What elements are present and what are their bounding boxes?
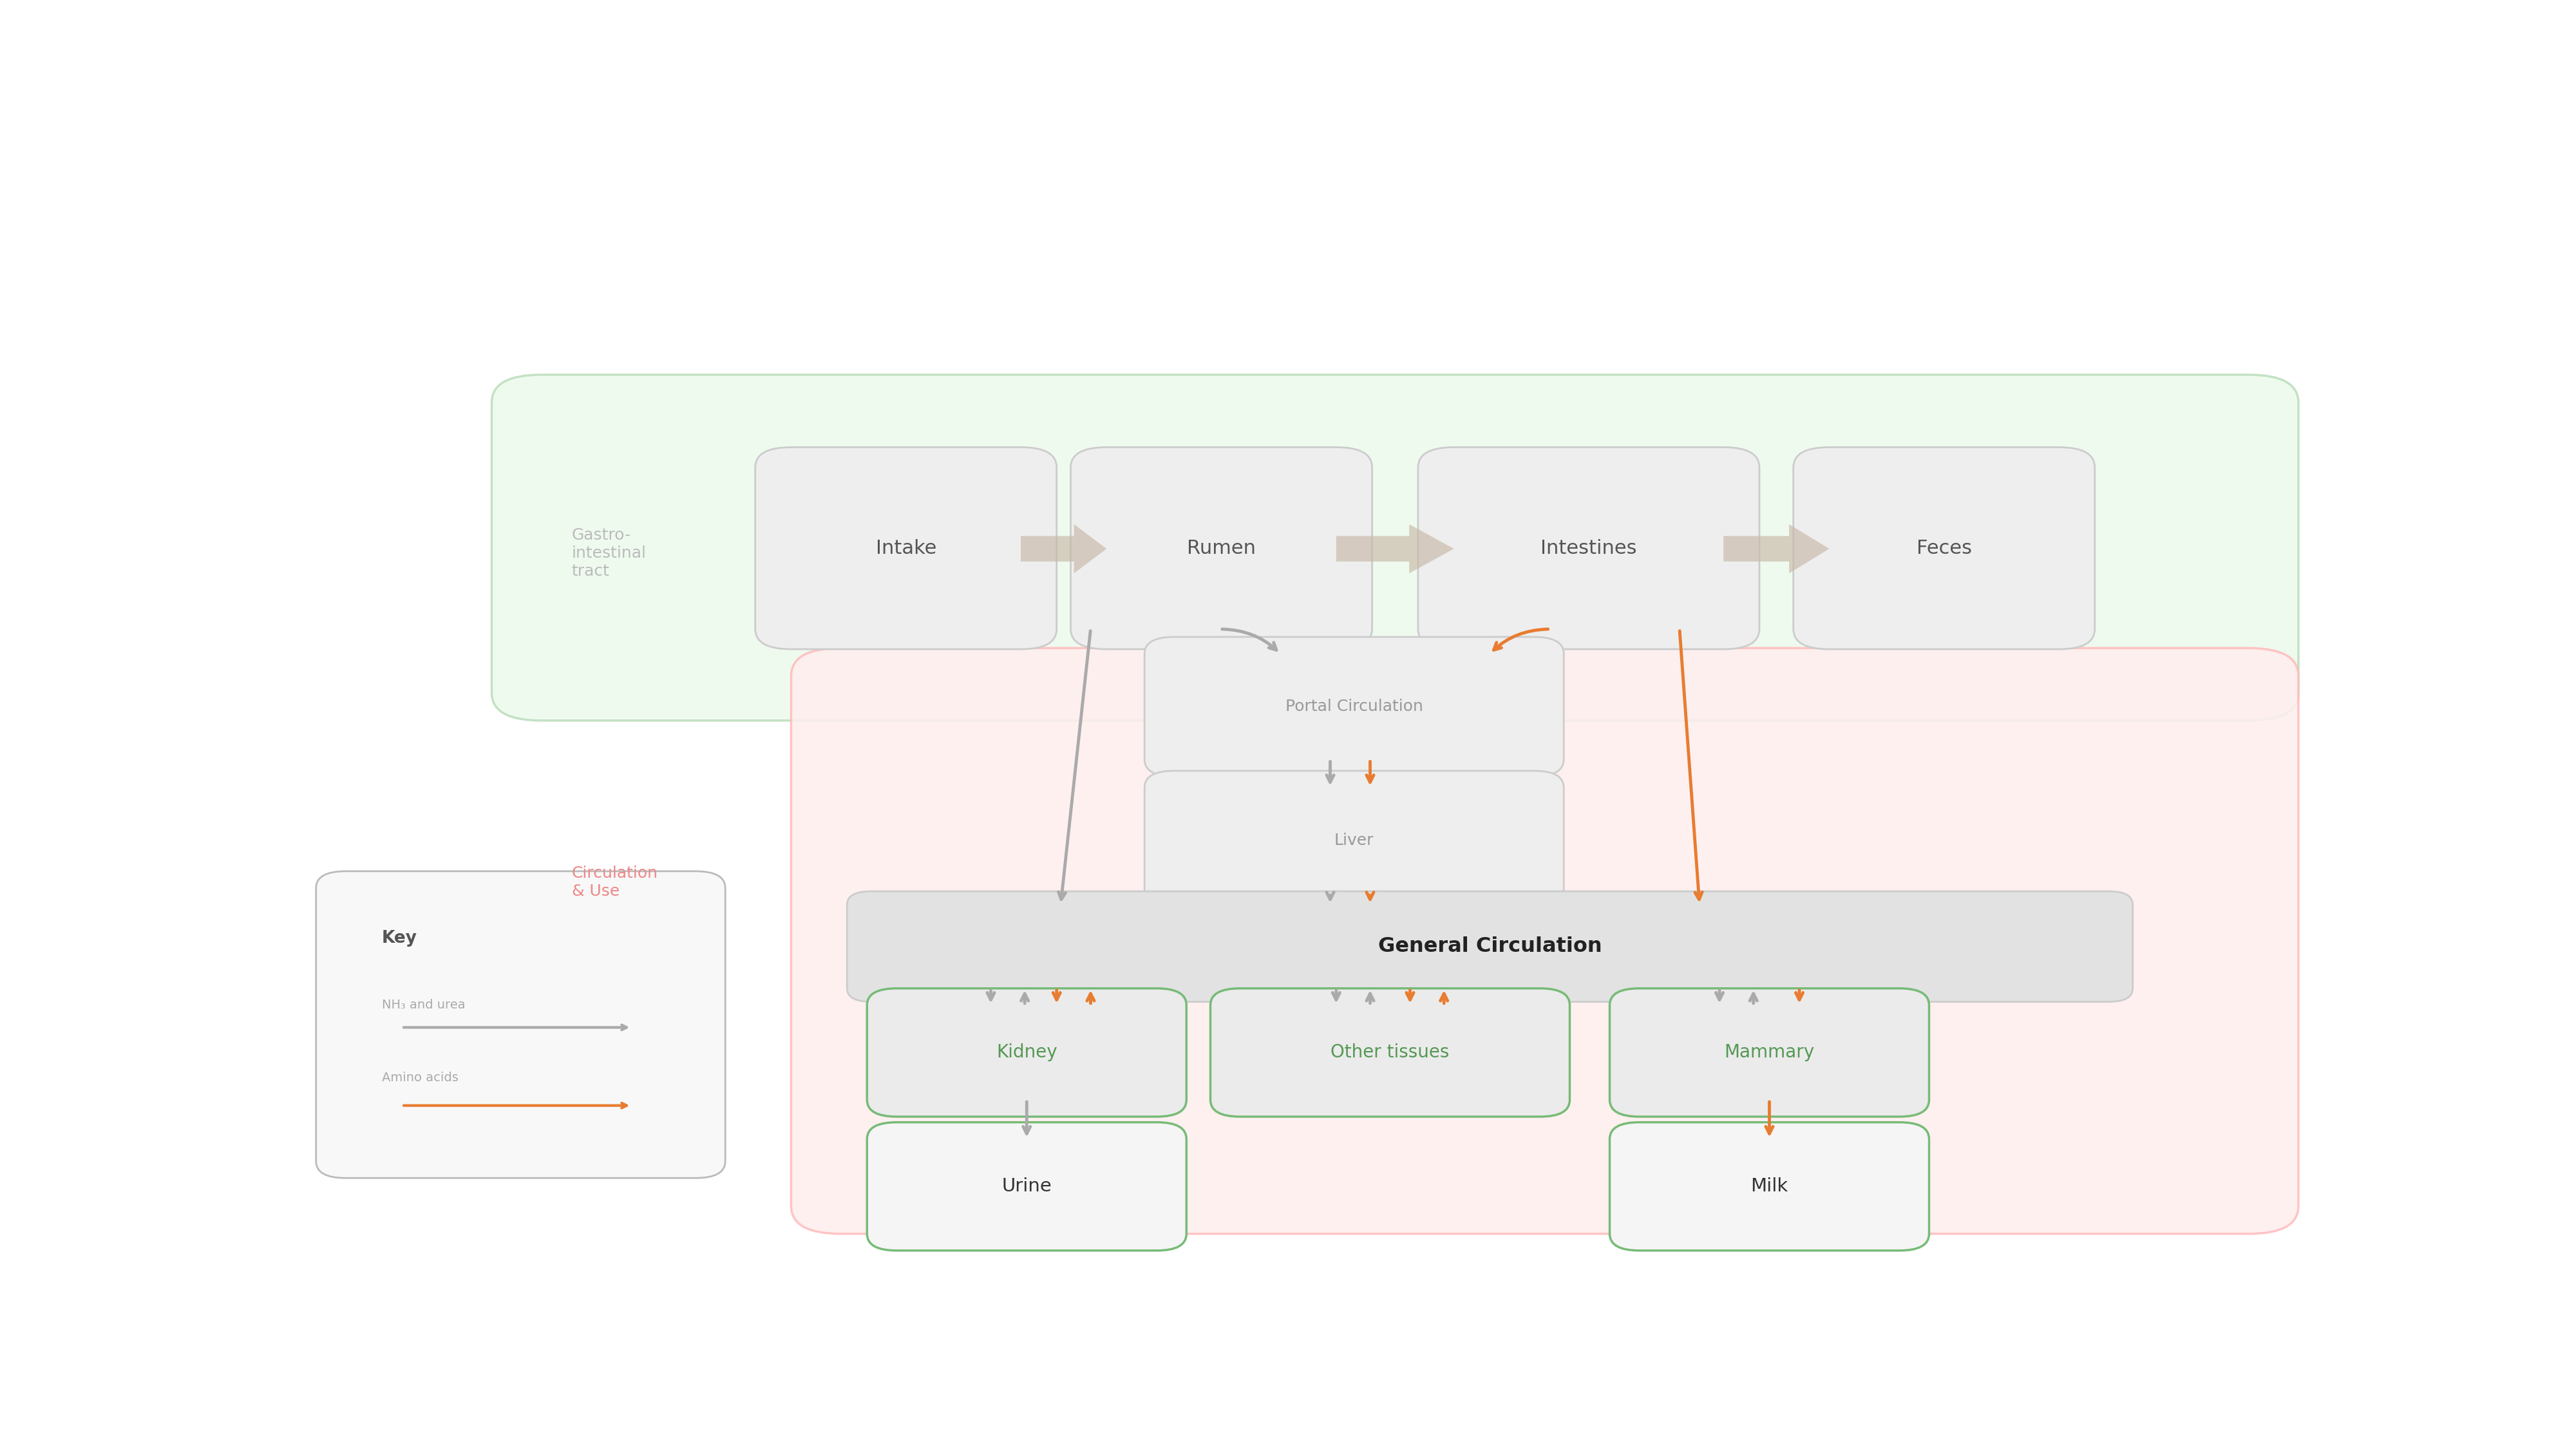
Text: Rumen: Rumen [1188,539,1257,558]
Polygon shape [1020,525,1108,574]
FancyBboxPatch shape [868,988,1188,1117]
Text: Kidney: Kidney [997,1043,1056,1062]
Text: Circulation
& Use: Circulation & Use [572,865,657,898]
Polygon shape [1337,525,1453,574]
Text: Urine: Urine [1002,1178,1051,1195]
FancyBboxPatch shape [1072,448,1373,649]
Text: NH₃ and urea: NH₃ and urea [381,998,466,1011]
Text: Mammary: Mammary [1723,1043,1814,1062]
Text: General Circulation: General Circulation [1378,936,1602,956]
Text: Portal Circulation: Portal Circulation [1285,698,1422,714]
FancyBboxPatch shape [1144,638,1564,777]
FancyBboxPatch shape [1144,771,1564,910]
Text: Milk: Milk [1752,1178,1788,1195]
Text: Feces: Feces [1917,539,1971,558]
Text: Intestines: Intestines [1540,539,1636,558]
FancyBboxPatch shape [868,1122,1188,1250]
FancyBboxPatch shape [317,871,726,1178]
FancyBboxPatch shape [492,375,2298,720]
FancyBboxPatch shape [1417,448,1759,649]
FancyBboxPatch shape [1211,988,1569,1117]
FancyBboxPatch shape [1610,988,1929,1117]
Text: Intake: Intake [876,539,935,558]
Text: Liver: Liver [1334,833,1373,848]
Text: Amino acids: Amino acids [381,1071,459,1084]
FancyBboxPatch shape [848,891,2133,1001]
Polygon shape [1723,525,1829,574]
Text: Other tissues: Other tissues [1332,1043,1450,1062]
Text: Key: Key [381,930,417,946]
FancyBboxPatch shape [791,648,2298,1235]
Text: Gastro-
intestinal
tract: Gastro- intestinal tract [572,527,647,578]
FancyBboxPatch shape [1610,1122,1929,1250]
FancyBboxPatch shape [1793,448,2094,649]
FancyBboxPatch shape [755,448,1056,649]
